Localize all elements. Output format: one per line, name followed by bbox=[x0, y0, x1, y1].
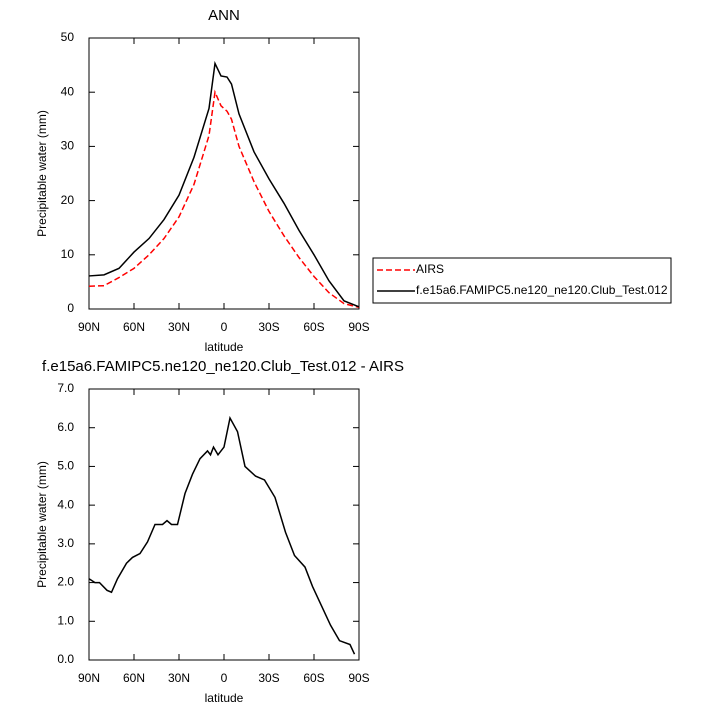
x-tick-label: 0 bbox=[221, 320, 228, 334]
x-tick-label: 90S bbox=[348, 671, 369, 685]
y-axis-label: Precipitable water (mm) bbox=[35, 461, 49, 588]
x-tick-label: 60S bbox=[303, 320, 324, 334]
chart-title: f.e15a6.FAMIPC5.ne120_ne120.Club_Test.01… bbox=[42, 358, 404, 375]
y-axis-label: Precipitable water (mm) bbox=[35, 110, 49, 237]
y-tick-label: 1.0 bbox=[57, 613, 74, 627]
data-line bbox=[88, 415, 356, 655]
y-tick-label: 40 bbox=[61, 84, 75, 98]
y-tick-label: 10 bbox=[61, 247, 75, 261]
y-tick-label: 50 bbox=[61, 30, 75, 44]
x-tick-label: 0 bbox=[221, 671, 228, 685]
legend-box bbox=[372, 257, 672, 304]
x-tick-label: 60N bbox=[123, 320, 145, 334]
x-tick-label: 30N bbox=[168, 671, 190, 685]
y-tick-label: 0 bbox=[67, 301, 74, 315]
x-tick-label: 90N bbox=[78, 320, 100, 334]
plot-frame bbox=[88, 388, 360, 661]
legend-label: AIRS bbox=[416, 262, 444, 276]
x-tick-label: 30S bbox=[258, 671, 279, 685]
plot-frame bbox=[88, 37, 360, 310]
x-tick-label: 60N bbox=[123, 671, 145, 685]
x-tick-label: 30N bbox=[168, 320, 190, 334]
x-tick-label: 90S bbox=[348, 320, 369, 334]
y-tick-label: 30 bbox=[61, 139, 75, 153]
data-line bbox=[88, 60, 360, 308]
x-tick-label: 30S bbox=[258, 320, 279, 334]
y-tick-label: 3.0 bbox=[57, 536, 74, 550]
y-tick-label: 5.0 bbox=[57, 459, 74, 473]
y-tick-label: 2.0 bbox=[57, 575, 74, 589]
legend-label: f.e15a6.FAMIPC5.ne120_ne120.Club_Test.01… bbox=[416, 283, 668, 297]
y-tick-label: 20 bbox=[61, 193, 75, 207]
data-line bbox=[88, 89, 360, 309]
y-tick-label: 7.0 bbox=[57, 381, 74, 395]
x-axis-label: latitude bbox=[205, 340, 244, 354]
x-axis-label: latitude bbox=[205, 691, 244, 705]
x-tick-label: 90N bbox=[78, 671, 100, 685]
y-tick-label: 6.0 bbox=[57, 420, 74, 434]
y-tick-label: 4.0 bbox=[57, 497, 74, 511]
x-tick-label: 60S bbox=[303, 671, 324, 685]
y-tick-label: 0.0 bbox=[57, 652, 74, 666]
chart-title: ANN bbox=[208, 7, 240, 24]
